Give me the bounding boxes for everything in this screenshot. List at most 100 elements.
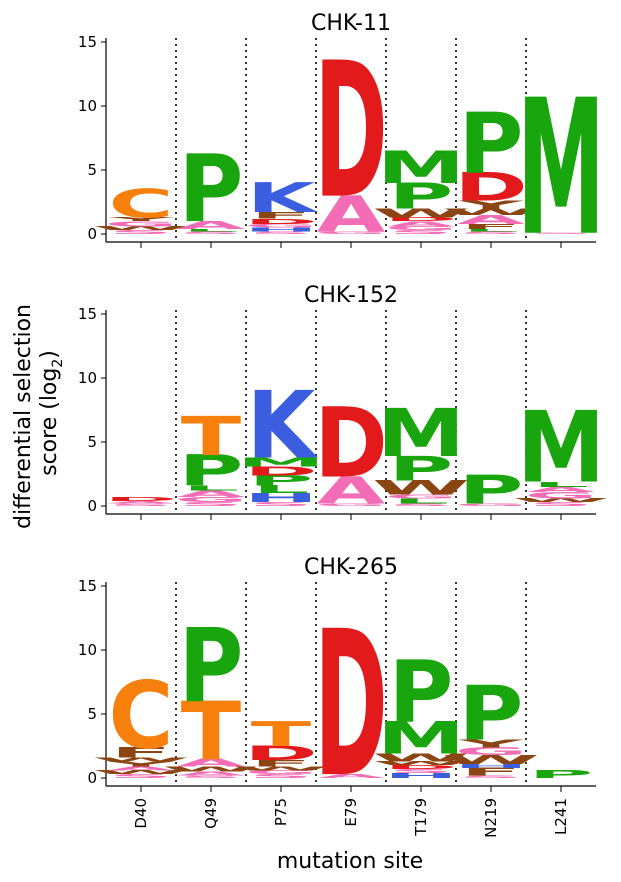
logo-letter-W: W [92, 225, 190, 231]
logo-letter-S: S [249, 231, 313, 235]
logo-letter-S: S [179, 501, 243, 507]
y-axis-label-line2: score (log [37, 368, 62, 476]
y-tick-label: 15 [78, 33, 97, 51]
logo-letter-W: W [232, 765, 330, 771]
y-tick-label: 15 [78, 577, 97, 595]
logo-letter-G: G [245, 223, 318, 229]
logo-letter-S: S [459, 231, 523, 235]
logo-letter-G: G [315, 503, 388, 507]
logo-letter-L: L [393, 497, 449, 505]
logo-letter-S: S [249, 501, 313, 507]
y-tick-label: 15 [78, 305, 97, 323]
logo-letter-Y: Y [458, 737, 525, 750]
y-tick-label: 0 [87, 497, 97, 515]
logo-letter-A: A [317, 185, 386, 243]
x-axis-label: mutation site [277, 849, 423, 874]
logo-letter-S: S [109, 229, 173, 235]
logo-letter-A: A [177, 489, 246, 499]
logo-letter-L: L [533, 480, 589, 488]
x-tick-label: N219 [482, 798, 500, 838]
logo-letter-G: G [175, 496, 248, 504]
logo-letter-P: P [179, 446, 244, 496]
logo-letter-P: P [459, 671, 524, 758]
logo-letter-P: P [179, 136, 244, 243]
logo-letter-K: K [247, 175, 319, 222]
y-tick-label: 5 [87, 161, 97, 179]
logo-letter-A: A [457, 212, 526, 227]
logo-letter-K: K [247, 373, 318, 480]
y-axis-label-line2-end: ) [37, 350, 62, 359]
logo-letter-M: M [237, 455, 325, 470]
y-tick-label: 10 [78, 97, 97, 115]
y-tick-label: 10 [78, 369, 97, 387]
logo-letter-P: P [529, 768, 594, 781]
logo-letter-F: F [251, 210, 312, 220]
logo-letter-D: D [104, 496, 178, 502]
logo-letter-W: W [512, 497, 610, 503]
logo-letter-A: A [177, 757, 246, 770]
logo-letter-H: H [384, 771, 458, 779]
y-tick-label: 0 [87, 225, 97, 243]
logo-letter-T: T [181, 406, 242, 468]
logo-letter-G: G [385, 225, 458, 231]
logo-letter-P: P [249, 472, 314, 489]
logo-panel: CHK-265051015SWAYWFCSAWATPSGWFDTADHSDWWM… [78, 555, 596, 838]
logo-letter-S: S [459, 775, 523, 779]
y-axis-label-subscript: 2 [50, 359, 66, 368]
logo-letter-P: P [389, 175, 454, 217]
logo-letter-M: M [377, 396, 465, 472]
logo-letter-A: A [177, 771, 246, 777]
logo-letter-S: S [389, 229, 453, 235]
logo-letter-H: H [244, 227, 318, 233]
logo-letter-F: F [461, 765, 522, 778]
logo-letter-H: H [244, 491, 318, 506]
logo-letter-W: W [372, 760, 470, 766]
logo-letter-D: D [244, 217, 318, 225]
logo-letter-T: T [181, 685, 242, 778]
logo-letter-W: W [92, 769, 190, 775]
x-tick-label: E79 [342, 798, 360, 827]
logo-letter-Y: Y [108, 216, 176, 222]
logo-letter-S: S [389, 768, 453, 774]
logo-letter-F: F [251, 758, 312, 768]
logo-letter-D: D [454, 165, 528, 211]
logo-letter-D: D [314, 23, 388, 240]
logo-letter-S: S [529, 232, 593, 234]
logo-letter-W: W [372, 206, 470, 221]
logo-letter-W: W [92, 756, 190, 762]
logo-letter-A: A [317, 773, 386, 779]
logo-letter-A: A [107, 500, 176, 504]
logo-letter-G: G [525, 490, 598, 500]
panel-title: CHK-11 [311, 11, 391, 36]
panel-title: CHK-152 [304, 283, 398, 308]
y-tick-label: 10 [78, 641, 97, 659]
logo-letter-M: M [517, 390, 605, 504]
logo-letter-F: F [461, 222, 522, 230]
logo-letter-L: L [253, 483, 309, 496]
logo-letter-D: D [244, 742, 318, 765]
logo-letter-S: S [529, 501, 593, 507]
panel-title: CHK-265 [304, 555, 398, 580]
logo-letter-A: A [317, 469, 386, 512]
y-axis-label-line1: differential selection [11, 304, 36, 529]
logo-letter-S: S [109, 773, 173, 779]
logo-letter-A: A [107, 765, 176, 771]
logo-letter-P: P [389, 642, 454, 742]
logo-letter-L: L [463, 228, 519, 232]
logo-letter-G: G [245, 769, 318, 775]
x-tick-label: T179 [412, 798, 430, 837]
logo-letter-S: S [179, 231, 243, 235]
logo-letter-P: P [459, 467, 524, 513]
logo-letter-G: G [455, 503, 528, 507]
logo-letter-S: S [179, 775, 243, 779]
logo-letter-D: D [384, 764, 458, 770]
logo-letter-M: M [377, 142, 465, 194]
logo-letter-W: W [372, 476, 470, 499]
logo-letter-T: T [251, 715, 312, 754]
logo-letter-A: A [387, 220, 456, 228]
logo-letter-G: G [315, 231, 388, 235]
logo-letter-D: D [314, 387, 388, 499]
